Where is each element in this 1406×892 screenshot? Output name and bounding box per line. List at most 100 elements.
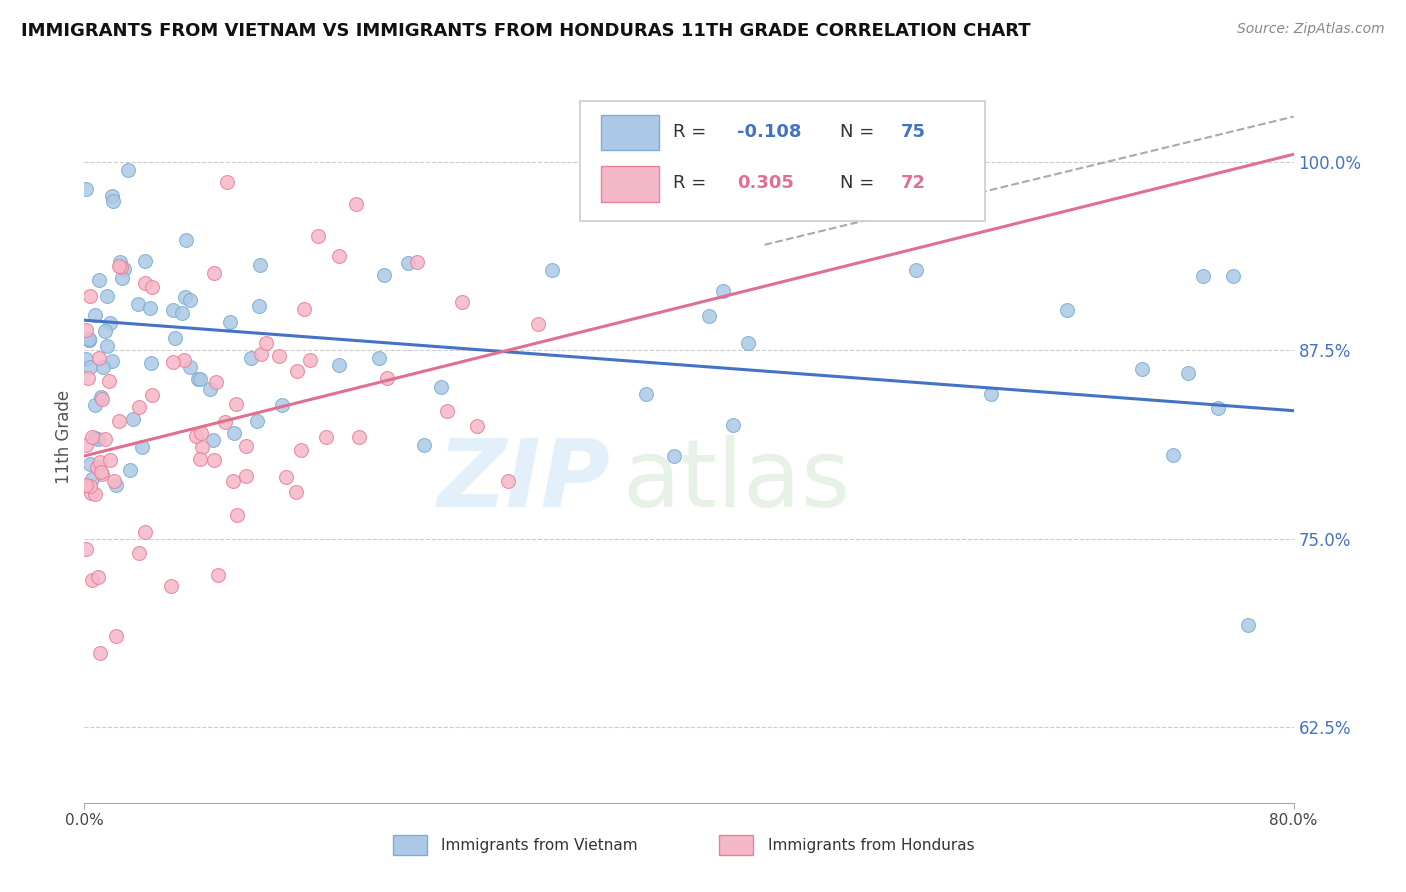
Point <box>90 390 112 404</box>
Point <box>179 359 201 374</box>
Point <box>174 289 197 303</box>
Point <box>141 280 163 294</box>
Point <box>235 468 257 483</box>
Point <box>187 371 209 385</box>
Point <box>1206 401 1229 415</box>
Point <box>235 439 257 453</box>
Point <box>83 309 105 323</box>
Point <box>1130 362 1153 376</box>
Point <box>904 263 927 277</box>
Point <box>711 284 734 298</box>
Point <box>190 441 212 455</box>
Point <box>128 401 150 415</box>
Point <box>79 333 101 347</box>
Point <box>254 336 277 351</box>
Point <box>80 486 103 500</box>
Point <box>1222 269 1244 284</box>
Point <box>87 433 110 447</box>
Point <box>373 268 395 283</box>
Text: ZIP: ZIP <box>437 435 610 527</box>
Point <box>82 430 104 444</box>
Point <box>299 353 322 368</box>
Point <box>205 375 228 389</box>
Point <box>662 449 685 463</box>
Text: N =: N = <box>841 123 880 141</box>
Point <box>315 430 337 444</box>
Point <box>249 299 271 313</box>
Point <box>79 333 101 347</box>
Point <box>436 403 458 417</box>
Point <box>75 182 97 196</box>
Point <box>110 260 132 275</box>
Text: Immigrants from Vietnam: Immigrants from Vietnam <box>441 838 638 853</box>
Point <box>89 455 111 469</box>
Point <box>368 351 391 365</box>
Point <box>94 432 117 446</box>
Text: N =: N = <box>841 174 880 193</box>
Point <box>84 398 107 412</box>
Point <box>406 254 429 268</box>
Y-axis label: 11th Grade: 11th Grade <box>55 390 73 484</box>
Point <box>1161 448 1184 462</box>
FancyBboxPatch shape <box>581 101 986 221</box>
Point <box>103 475 125 489</box>
Point <box>634 387 657 401</box>
Point <box>139 301 162 315</box>
Point <box>1177 366 1199 380</box>
Point <box>737 336 759 351</box>
Point <box>451 294 474 309</box>
Point <box>110 271 132 285</box>
Point <box>207 568 229 582</box>
Point <box>98 316 121 330</box>
Point <box>540 262 562 277</box>
Point <box>134 254 156 268</box>
Point <box>75 438 97 452</box>
Point <box>413 438 436 452</box>
Point <box>101 189 124 203</box>
Point <box>188 451 211 466</box>
Point <box>697 309 720 323</box>
Point <box>127 297 149 311</box>
Point <box>165 331 187 345</box>
Point <box>292 302 315 317</box>
Point <box>267 349 290 363</box>
Point <box>98 453 121 467</box>
Point <box>202 266 225 280</box>
Point <box>308 229 330 244</box>
Point <box>108 259 131 273</box>
Point <box>190 372 212 386</box>
Point <box>225 397 247 411</box>
Point <box>347 430 370 444</box>
Point <box>179 293 201 307</box>
Bar <box>600 115 659 151</box>
Point <box>121 412 143 426</box>
Point <box>285 485 308 500</box>
Point <box>75 322 97 336</box>
Point <box>108 254 131 268</box>
Text: -0.108: -0.108 <box>737 123 801 141</box>
Point <box>112 262 135 277</box>
Point <box>84 486 107 500</box>
Point <box>96 289 118 303</box>
Point <box>128 546 150 560</box>
Point <box>328 358 350 372</box>
Point <box>249 347 271 361</box>
Point <box>101 194 124 208</box>
Text: atlas: atlas <box>623 435 851 527</box>
Point <box>217 175 239 189</box>
Point <box>91 359 114 374</box>
Point <box>527 317 550 331</box>
Point <box>190 425 212 440</box>
Point <box>214 415 236 429</box>
Point <box>104 629 127 643</box>
Point <box>86 459 108 474</box>
Point <box>98 374 121 388</box>
Point <box>162 355 184 369</box>
Point <box>1237 617 1260 632</box>
Point <box>328 248 350 262</box>
Point <box>87 351 110 365</box>
Point <box>117 162 139 177</box>
Point <box>721 417 744 432</box>
Bar <box>392 835 426 855</box>
Point <box>94 324 117 338</box>
